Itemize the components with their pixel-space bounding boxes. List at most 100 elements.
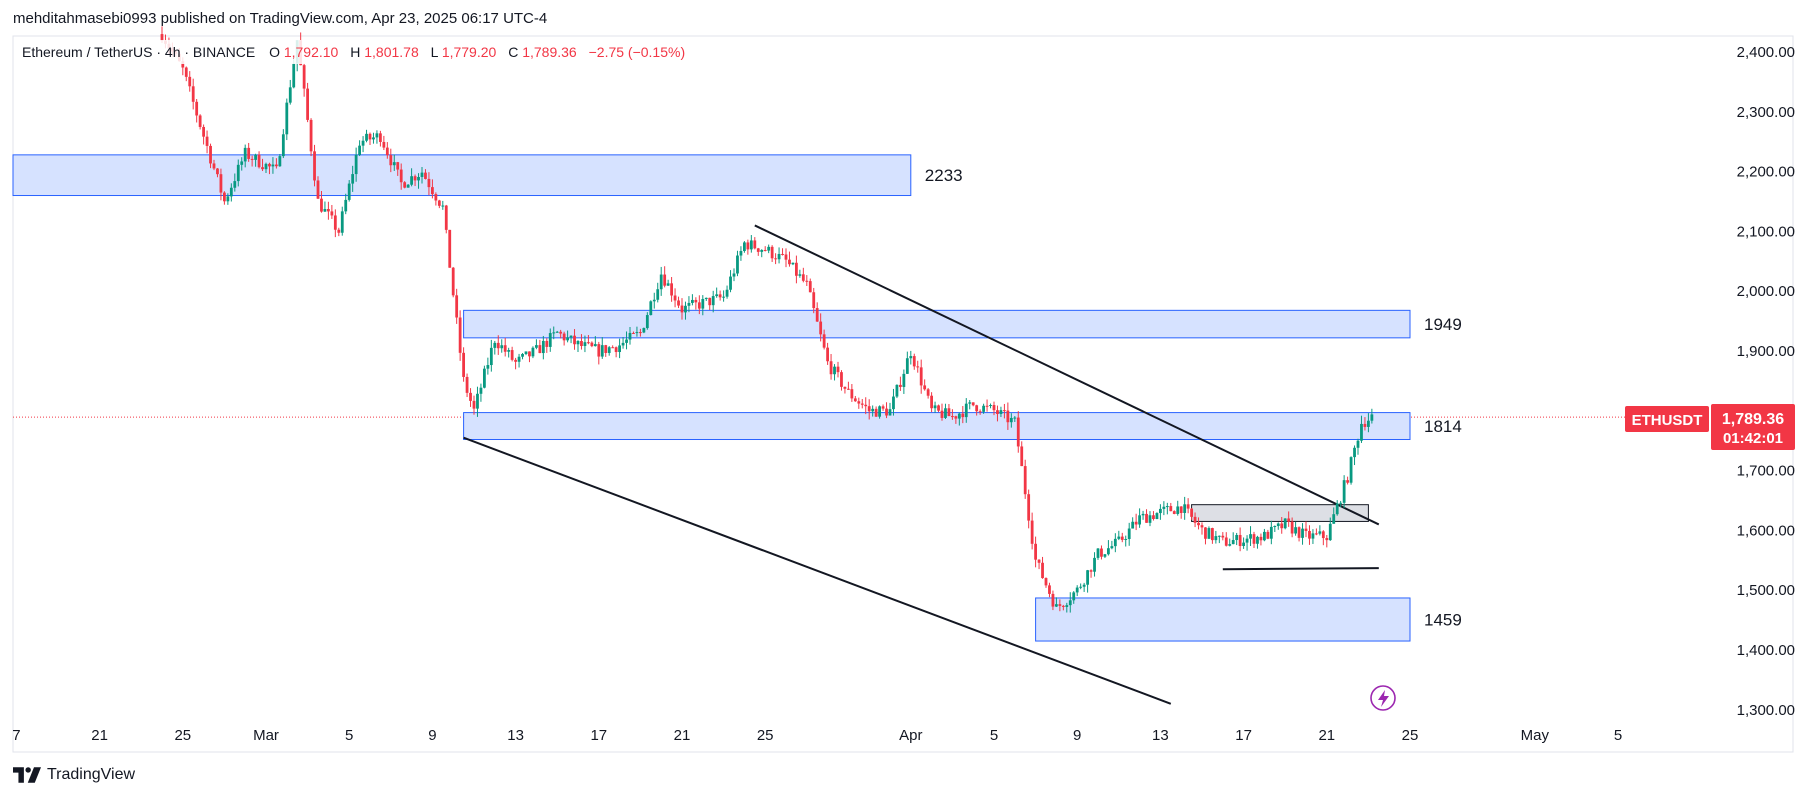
zone-labels-layer: 2233 1949 1814 1459 xyxy=(925,166,1462,629)
candle-body xyxy=(583,342,587,347)
candle-body xyxy=(392,162,396,166)
candle-body xyxy=(590,342,594,347)
candle-body xyxy=(354,154,358,175)
candle-body xyxy=(559,331,563,334)
candle-body xyxy=(1058,604,1062,606)
candle-body xyxy=(1044,578,1048,586)
candle-body xyxy=(1214,536,1218,541)
time-tick-label: 9 xyxy=(1073,727,1081,744)
candle-body xyxy=(160,34,164,41)
candle-body xyxy=(1093,557,1096,572)
candle-body xyxy=(1228,544,1232,546)
candle-body xyxy=(545,340,549,347)
candle-body xyxy=(996,410,999,415)
candle-body xyxy=(302,65,306,89)
candle-body xyxy=(982,405,985,412)
candle-body xyxy=(323,208,327,212)
candle-body xyxy=(645,315,649,329)
candle-body xyxy=(420,172,424,177)
candle-body xyxy=(704,297,708,300)
candle-body xyxy=(462,352,465,377)
candle-body xyxy=(618,345,621,353)
candle-body xyxy=(517,356,521,362)
candle-body xyxy=(285,102,289,135)
time-tick-label: 5 xyxy=(990,727,998,744)
candle-body xyxy=(670,283,673,296)
candle-body xyxy=(1096,548,1100,558)
candle-body xyxy=(822,334,826,348)
tradingview-logo-icon xyxy=(13,767,41,783)
time-axis: 7 21 25 Mar 5 9 13 17 21 25 Apr 5 9 13 17 21 25 May 5 xyxy=(12,727,1622,744)
candle-body xyxy=(697,302,701,309)
candle-body xyxy=(937,405,940,411)
candle-body xyxy=(1131,521,1135,529)
time-tick-label: 25 xyxy=(174,727,191,744)
candle-body xyxy=(971,402,975,406)
candle-body xyxy=(268,163,271,167)
candle-body xyxy=(205,136,209,146)
candle-body xyxy=(1287,518,1291,522)
trendline xyxy=(754,224,1380,526)
candle-body xyxy=(403,182,407,188)
candle-body xyxy=(1211,528,1214,541)
candle-body xyxy=(701,299,705,309)
candle-body xyxy=(538,345,542,354)
zone-1814 xyxy=(463,412,1411,441)
candle-body xyxy=(954,416,958,419)
candle-body xyxy=(836,366,840,373)
candle-body xyxy=(899,384,902,387)
candle-body xyxy=(1138,515,1141,525)
candle-body xyxy=(1335,503,1339,515)
price-tick-label: 2,300.00 xyxy=(1737,104,1795,121)
candle-body xyxy=(1103,554,1107,557)
candle-body xyxy=(614,347,618,353)
candle-body xyxy=(1367,420,1370,427)
time-tick-label: 21 xyxy=(674,727,691,744)
candle-body xyxy=(1100,548,1103,557)
candle-body xyxy=(313,151,316,181)
price-tick-label: 2,000.00 xyxy=(1737,283,1795,300)
candle-body xyxy=(1141,513,1145,516)
candle-body xyxy=(444,205,448,230)
lightning-icon[interactable] xyxy=(1370,685,1396,711)
candle-body xyxy=(881,406,885,409)
candle-body xyxy=(815,308,819,322)
candle-body xyxy=(1065,605,1069,607)
candle-body xyxy=(209,145,212,164)
trendline xyxy=(1222,567,1379,571)
zones-layer xyxy=(12,154,1625,642)
footer-brand[interactable]: TradingView xyxy=(13,766,135,784)
candle-body xyxy=(1155,513,1159,519)
candle-body xyxy=(493,342,497,348)
candle-body xyxy=(1107,548,1110,555)
candle-body xyxy=(850,389,854,399)
candle-body xyxy=(635,332,639,334)
candle-body xyxy=(229,187,233,197)
candle-body xyxy=(528,351,531,357)
candle-body xyxy=(718,294,722,298)
candle-body xyxy=(521,354,524,357)
candle-body xyxy=(853,398,857,402)
candle-body xyxy=(1127,528,1131,540)
candle-body xyxy=(1169,506,1173,512)
candle-body xyxy=(871,408,875,412)
candle-body xyxy=(483,368,486,388)
publish-info: mehditahmasebi0993 published on TradingV… xyxy=(13,10,548,27)
candle-body xyxy=(1297,527,1301,538)
candle-body xyxy=(233,181,237,188)
candle-body xyxy=(1003,410,1006,412)
candle-body xyxy=(1256,536,1259,544)
candle-body xyxy=(1353,447,1356,458)
candle-body xyxy=(535,345,538,348)
time-tick-label: 5 xyxy=(1614,727,1622,744)
candle-body xyxy=(541,340,545,354)
candle-body xyxy=(1027,494,1031,521)
candle-body xyxy=(628,332,632,340)
candle-body xyxy=(309,119,313,152)
candle-body xyxy=(680,305,684,313)
candle-body xyxy=(760,249,764,252)
candle-body xyxy=(649,301,653,316)
candle-body xyxy=(1363,423,1367,427)
candle-body xyxy=(507,350,511,352)
